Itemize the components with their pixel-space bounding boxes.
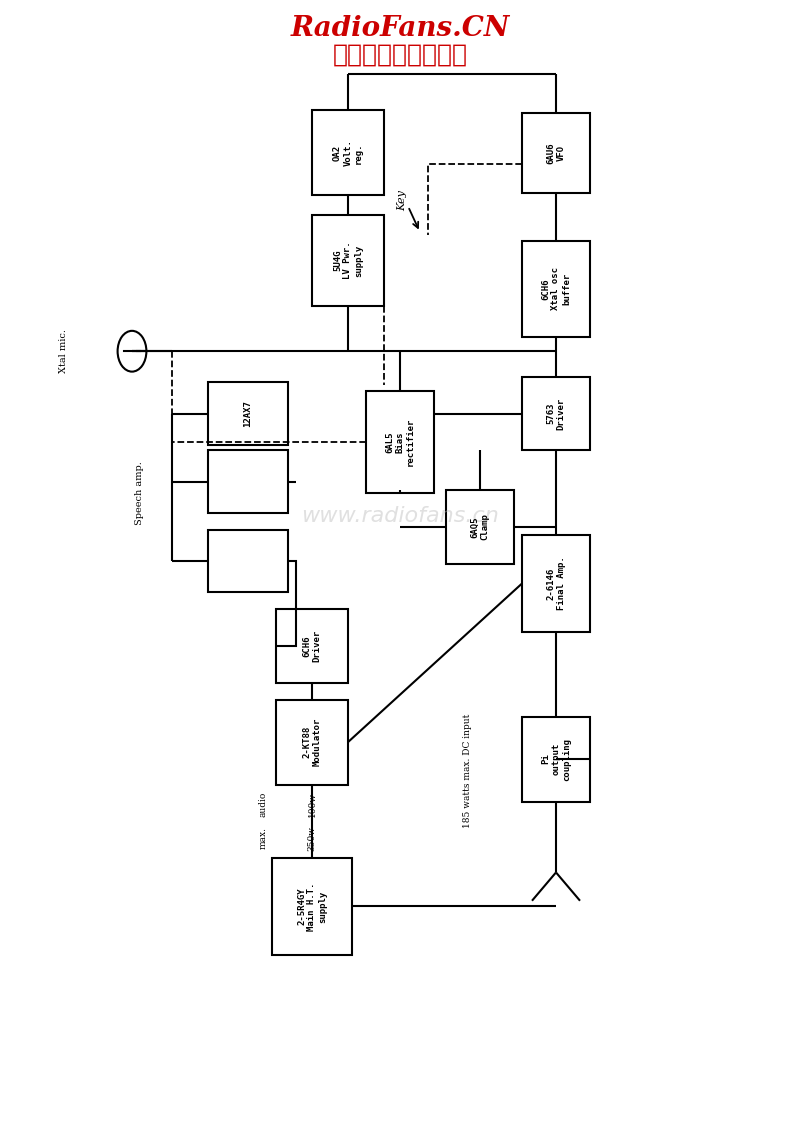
Bar: [522, 535, 590, 631]
Bar: [276, 610, 348, 682]
Text: 12AX7: 12AX7: [243, 400, 253, 427]
Text: 2-6146
Final Amp.: 2-6146 Final Amp.: [546, 556, 566, 611]
Text: 100w: 100w: [307, 792, 317, 817]
Bar: [208, 530, 288, 591]
Text: 6CH6
Xtal osc
buffer: 6CH6 Xtal osc buffer: [541, 267, 571, 310]
Bar: [522, 376, 590, 450]
Text: Speech amp.: Speech amp.: [135, 461, 145, 525]
Text: audio: audio: [259, 792, 268, 817]
Text: Key: Key: [398, 190, 407, 211]
Text: Pi
output
coupling: Pi output coupling: [541, 738, 571, 781]
Text: RadioFans.CN: RadioFans.CN: [290, 15, 510, 42]
Text: OA2
Volt.
reg.: OA2 Volt. reg.: [333, 139, 363, 167]
Bar: [208, 382, 288, 444]
Bar: [522, 113, 590, 193]
Text: 6AU6
VFO: 6AU6 VFO: [546, 143, 566, 163]
Text: 185 watts max. DC input: 185 watts max. DC input: [463, 714, 473, 827]
Text: 5763
Driver: 5763 Driver: [546, 398, 566, 429]
Bar: [446, 489, 514, 563]
Text: 6CH6
Driver: 6CH6 Driver: [302, 630, 322, 662]
Bar: [276, 699, 348, 784]
Bar: [208, 450, 288, 512]
Bar: [312, 111, 384, 195]
Text: 6AL5
Bias
rectifier: 6AL5 Bias rectifier: [385, 418, 415, 466]
Bar: [366, 391, 434, 493]
Bar: [312, 215, 384, 306]
Text: Xtal mic.: Xtal mic.: [59, 330, 69, 373]
Bar: [272, 859, 352, 954]
Bar: [522, 241, 590, 338]
Text: 收音机爱好者资料库: 收音机爱好者资料库: [333, 42, 467, 67]
Text: max.: max.: [259, 827, 268, 850]
Text: 6AQ5
Clamp: 6AQ5 Clamp: [470, 513, 490, 540]
Text: 2-5R4GY
Main H.T.
supply: 2-5R4GY Main H.T. supply: [297, 883, 327, 930]
Text: 2-KT88
Modulator: 2-KT88 Modulator: [302, 718, 322, 766]
Bar: [522, 716, 590, 802]
Text: www.radiofans.cn: www.radiofans.cn: [301, 505, 499, 526]
Text: 350w: 350w: [307, 826, 317, 851]
Text: 5U4G
LV Pwr.
supply: 5U4G LV Pwr. supply: [333, 241, 363, 280]
